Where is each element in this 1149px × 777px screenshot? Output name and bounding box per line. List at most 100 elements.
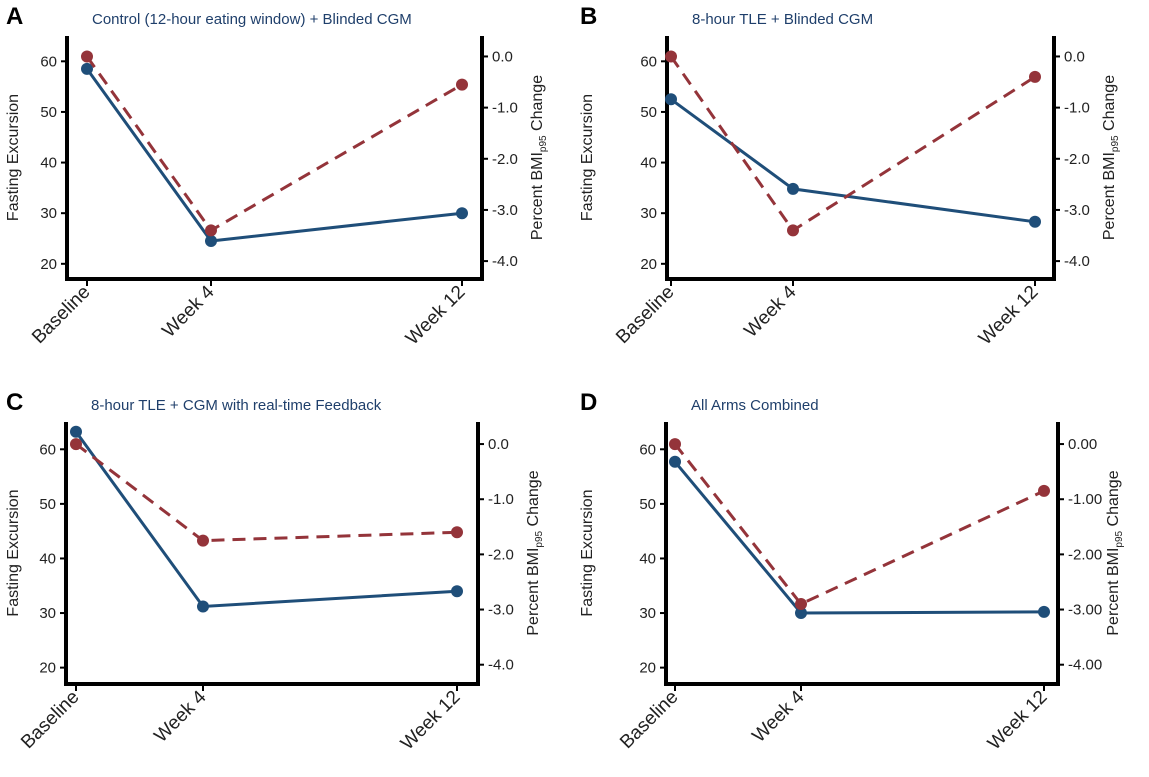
left-tick-label: 40 (639, 550, 656, 567)
left-axis-title: Fasting Excursion (5, 94, 22, 221)
bmi-change-point (205, 224, 217, 237)
fasting-excursion-point (205, 235, 217, 247)
panel-a: A Control (12-hour eating window) + Blind… (0, 0, 574, 386)
chart-title: All Arms Combined (691, 397, 819, 414)
chart-svg: D All Arms Combined 20 30 40 50 60 0.00 -1.00 -2.… (579, 389, 1125, 754)
right-tick-label: 0.0 (492, 48, 513, 65)
left-tick-label: 20 (640, 256, 657, 273)
fasting-excursion-point (669, 455, 681, 468)
left-tick-label: 60 (40, 53, 57, 70)
bmi-change-point (795, 598, 807, 610)
right-axis-title-main: Percent BMI (1101, 152, 1118, 240)
panel-letter: B (580, 3, 597, 30)
right-axis-title: Percent BMIp95 Change (529, 75, 549, 240)
bmi-change-point (456, 78, 468, 91)
right-tick-label: -1.0 (492, 100, 518, 117)
left-tick-label: 50 (39, 496, 56, 513)
fasting-excursion-point (70, 425, 82, 438)
x-tick-label: Week 12 (402, 282, 470, 350)
left-tick-label: 30 (639, 605, 656, 622)
fasting-excursion-line (74, 430, 458, 609)
chart-svg: A Control (12-hour eating window) + Blind… (5, 3, 549, 350)
chart-title: Control (12-hour eating window) + Blinde… (92, 11, 412, 28)
left-tick-label: 50 (40, 104, 57, 121)
fasting-excursion-line (670, 98, 1036, 224)
bmi-change-line (669, 55, 1036, 233)
right-tick-label: -4.0 (1064, 253, 1090, 270)
x-tick-label: Baseline (17, 687, 83, 753)
right-tick-label: -1.0 (1064, 100, 1090, 117)
right-tick-label: -4.0 (492, 253, 518, 270)
x-tick-label: Week 4 (748, 686, 808, 746)
right-axis-title-subscript: p95 (534, 530, 545, 547)
left-tick-label: 20 (39, 660, 56, 677)
left-tick-label: 60 (639, 441, 656, 458)
right-tick-label: -1.00 (1068, 491, 1102, 508)
right-tick-label: 0.00 (1068, 436, 1097, 453)
right-tick-label: -3.0 (492, 202, 518, 219)
left-tick-label: 50 (639, 496, 656, 513)
fasting-excursion-point (197, 600, 209, 613)
bmi-change-point (81, 50, 93, 63)
x-tick-label: Baseline (616, 687, 682, 753)
panel-d: D All Arms Combined 20 30 40 50 60 0.00 -1.00 -2.… (574, 386, 1148, 772)
left-tick-label: 30 (640, 205, 657, 222)
fasting-excursion-point (81, 62, 93, 75)
x-tick-label: Baseline (28, 282, 94, 348)
fasting-excursion-point (451, 585, 463, 598)
right-tick-label: -1.0 (488, 491, 514, 508)
fasting-excursion-line (85, 68, 463, 243)
left-tick-label: 30 (40, 205, 57, 222)
fasting-excursion-point (1029, 215, 1041, 228)
fasting-excursion-point (1038, 605, 1050, 618)
x-tick-label: Week 4 (740, 281, 800, 341)
right-tick-label: -2.0 (1064, 151, 1090, 168)
x-tick-label: Baseline (612, 282, 678, 348)
right-tick-label: 0.0 (488, 436, 509, 453)
right-axis-title-main: Percent BMI (1105, 548, 1122, 636)
left-tick-label: 60 (39, 441, 56, 458)
left-tick-label: 20 (639, 660, 656, 677)
right-tick-label: -4.00 (1068, 657, 1102, 674)
bmi-change-point (1029, 70, 1041, 83)
panel-letter: C (6, 389, 23, 416)
fasting-excursion-point (787, 182, 799, 195)
bmi-change-point (451, 526, 463, 539)
panel-c: C 8-hour TLE + CGM with real-time Feedbac… (0, 386, 574, 772)
left-tick-label: 50 (640, 104, 657, 121)
panel-letter: D (580, 389, 597, 416)
bmi-change-point (669, 438, 681, 451)
right-tick-label: -3.0 (1064, 202, 1090, 219)
bmi-change-point (197, 534, 209, 547)
x-tick-label: Week 12 (975, 282, 1043, 350)
bmi-change-point (70, 438, 82, 451)
right-tick-label: 0.0 (1064, 48, 1085, 65)
panel-letter: A (6, 3, 23, 30)
left-tick-label: 40 (39, 550, 56, 567)
left-tick-label: 60 (640, 53, 657, 70)
left-axis-title: Fasting Excursion (579, 94, 596, 221)
right-axis-title: Percent BMIp95 Change (1105, 470, 1125, 635)
right-axis-title: Percent BMIp95 Change (1101, 75, 1121, 240)
right-tick-label: -2.0 (488, 546, 514, 563)
right-axis-title: Percent BMIp95 Change (525, 470, 545, 635)
bmi-change-point (665, 50, 677, 63)
left-tick-label: 30 (39, 605, 56, 622)
panel-b: B 8-hour TLE + Blinded CGM 20 30 40 50 60 0.0 -1… (574, 0, 1148, 386)
left-tick-label: 40 (640, 155, 657, 172)
x-tick-label: Week 4 (158, 281, 218, 341)
right-tick-label: -3.00 (1068, 602, 1102, 619)
right-axis-title-tail: Change (1105, 470, 1122, 531)
fasting-excursion-point (795, 607, 807, 619)
chart-svg: B 8-hour TLE + Blinded CGM 20 30 40 50 60 0.0 -1… (579, 3, 1121, 350)
bmi-change-point (1038, 484, 1050, 497)
right-tick-label: -2.00 (1068, 546, 1102, 563)
left-axis-title: Fasting Excursion (579, 489, 596, 616)
chart-svg: C 8-hour TLE + CGM with real-time Feedbac… (5, 389, 545, 754)
left-tick-label: 20 (40, 256, 57, 273)
left-axis-title: Fasting Excursion (5, 489, 22, 616)
left-tick-label: 40 (40, 155, 57, 172)
chart-title: 8-hour TLE + Blinded CGM (692, 11, 873, 28)
right-tick-label: -2.0 (492, 151, 518, 168)
